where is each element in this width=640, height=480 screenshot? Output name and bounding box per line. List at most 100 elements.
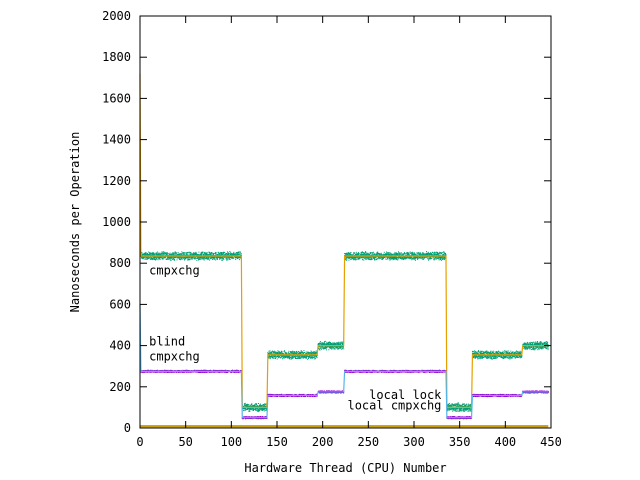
data-point — [352, 254, 354, 256]
data-point — [252, 405, 254, 407]
data-point — [247, 408, 249, 410]
data-point — [430, 258, 432, 260]
data-point — [490, 350, 492, 352]
data-point — [166, 258, 168, 260]
data-point — [519, 351, 521, 353]
data-point — [519, 355, 521, 357]
data-point — [352, 253, 354, 255]
data-point — [353, 259, 355, 261]
data-point — [323, 342, 325, 344]
data-point — [171, 252, 173, 254]
data-point — [182, 257, 184, 259]
data-point — [338, 341, 340, 343]
data-point — [410, 252, 412, 254]
data-point — [152, 257, 154, 259]
data-point — [518, 351, 520, 353]
data-point — [318, 345, 320, 347]
data-point — [194, 253, 196, 255]
data-point — [244, 404, 246, 406]
data-point — [300, 350, 302, 352]
data-point — [365, 251, 367, 253]
data-point — [350, 253, 352, 255]
data-point — [502, 356, 504, 358]
data-point — [465, 408, 467, 410]
data-point — [202, 252, 204, 254]
data-point — [431, 251, 433, 253]
data-point — [326, 343, 328, 345]
data-point — [520, 352, 522, 354]
data-point — [448, 404, 450, 406]
data-point — [374, 254, 376, 256]
data-point — [150, 258, 152, 260]
data-point — [505, 356, 507, 358]
data-point — [492, 356, 494, 358]
data-point — [291, 356, 293, 358]
data-point — [417, 259, 419, 261]
data-point — [249, 410, 251, 412]
data-point — [385, 252, 387, 254]
data-point — [468, 406, 470, 408]
data-point — [395, 256, 397, 258]
data-point — [483, 355, 485, 357]
data-point — [279, 356, 281, 358]
data-point — [234, 257, 236, 259]
data-point — [248, 410, 250, 412]
data-point — [161, 253, 163, 255]
data-point — [310, 350, 312, 352]
data-point — [157, 257, 159, 259]
data-point — [457, 402, 459, 404]
data-point — [439, 259, 441, 261]
data-point — [497, 355, 499, 357]
data-point — [475, 351, 477, 353]
data-point — [250, 404, 252, 406]
data-point — [308, 353, 310, 355]
data-point — [414, 259, 416, 261]
data-point — [516, 356, 518, 358]
data-point — [261, 404, 263, 406]
data-point — [192, 257, 194, 259]
data-point — [429, 257, 431, 259]
plot-area — [139, 73, 549, 428]
data-point — [141, 257, 143, 259]
data-point — [225, 254, 227, 256]
data-point — [488, 353, 490, 355]
data-point — [272, 356, 274, 358]
data-point — [227, 256, 229, 258]
data-point — [374, 253, 376, 255]
data-point — [278, 352, 280, 354]
data-point — [417, 253, 419, 255]
data-point — [517, 351, 519, 353]
data-point — [207, 258, 209, 260]
data-point — [378, 253, 380, 255]
data-point — [227, 253, 229, 255]
data-point — [422, 256, 424, 258]
data-point — [397, 257, 399, 259]
data-point — [516, 356, 518, 358]
data-point — [464, 410, 466, 412]
data-point — [169, 252, 171, 254]
data-point — [257, 405, 259, 407]
data-point — [424, 257, 426, 259]
data-point — [216, 257, 218, 259]
data-point — [288, 350, 290, 352]
data-point — [421, 253, 423, 255]
data-point — [180, 257, 182, 259]
data-point — [288, 353, 290, 355]
data-point — [184, 252, 186, 254]
data-point — [465, 404, 467, 406]
data-point — [365, 252, 367, 254]
data-point — [502, 356, 504, 358]
data-point — [445, 253, 447, 255]
data-point — [486, 350, 488, 352]
data-point — [501, 357, 503, 359]
data-point — [277, 352, 279, 354]
data-point — [152, 252, 154, 254]
data-point — [278, 353, 280, 355]
data-point — [450, 405, 452, 407]
data-point — [272, 350, 274, 352]
data-point — [259, 404, 261, 406]
data-point — [144, 253, 146, 255]
data-point — [314, 351, 316, 353]
data-point — [514, 356, 516, 358]
data-point — [163, 254, 165, 256]
